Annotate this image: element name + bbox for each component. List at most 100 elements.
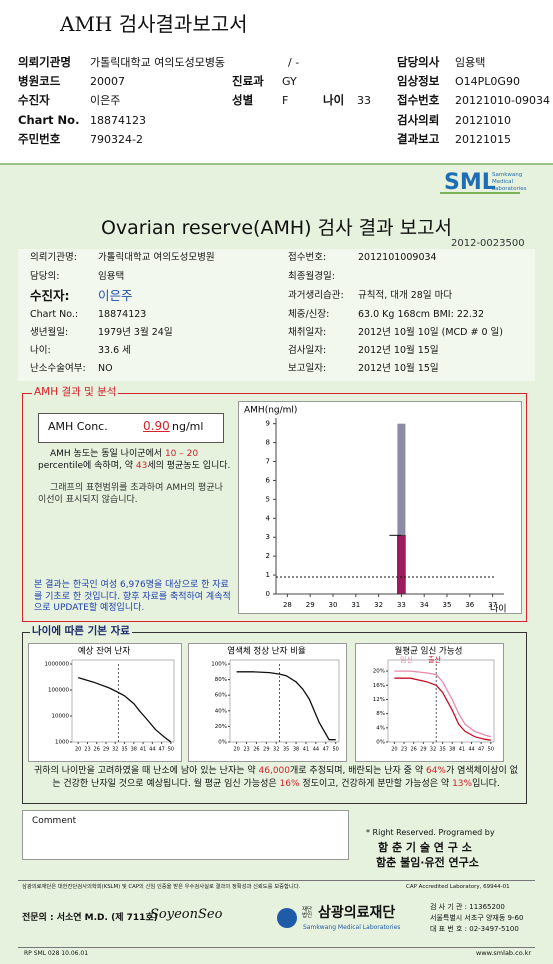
info-value: 63.0 Kg 168cm BMI: 22.32: [358, 309, 485, 320]
text-segment: 46,000: [258, 766, 291, 776]
comment-label: Comment: [32, 816, 77, 826]
logo-sub: Laboratories: [492, 186, 527, 192]
x-tick-label: 32: [430, 747, 436, 753]
header-value: 임용택: [455, 56, 486, 69]
x-tick-label: 35: [443, 601, 452, 609]
text-segment: 입니다.: [472, 778, 500, 789]
certification: 삼광의료재단은 대한진단검사의학회(KSLM) 및 CAP의 신임 인증을 받은…: [22, 884, 301, 890]
y-tick-label: 80%: [215, 677, 227, 683]
info-value: 2012년 10월 15일: [358, 345, 439, 356]
x-tick-label: 26: [253, 747, 259, 753]
header-value: F: [282, 94, 289, 107]
info-value: 33.6 세: [98, 345, 131, 356]
bottom-rule: [18, 947, 535, 948]
header-value: 33: [357, 94, 371, 107]
y-tick-label: 8: [266, 439, 270, 447]
x-tick-label: 35: [121, 747, 127, 753]
text-segment: 43: [135, 461, 148, 472]
text-segment: 세의 평균농도 입니다.: [147, 461, 231, 472]
y-tick-label: 0%: [376, 740, 385, 746]
info-label: 접수번호:: [288, 252, 327, 263]
x-tick-label: 23: [401, 747, 407, 753]
x-tick-label: 41: [140, 747, 146, 753]
x-tick-label: 47: [478, 747, 484, 753]
info-label: 나이:: [30, 345, 51, 356]
form-title: Ovarian reserve(AMH) 검사 결과 보고서: [100, 217, 453, 239]
header-value: 이은주: [90, 94, 121, 107]
amh-section-box: [22, 393, 527, 622]
y-tick-label: 100%: [211, 662, 227, 668]
header-label: Chart No.: [18, 113, 80, 127]
report-no: 2012-0023500: [451, 238, 525, 249]
header-value: 20121015: [455, 133, 511, 146]
y-tick-label: 20%: [215, 724, 227, 730]
y-tick-label: 1000: [55, 740, 69, 746]
y-tick-label: 8%: [376, 711, 385, 717]
x-tick-label: 50: [333, 747, 339, 753]
org-prefix: 재단법인: [302, 907, 313, 919]
header-label: 진료과: [232, 74, 264, 88]
conc-value: 0.90: [143, 419, 170, 433]
org-name: 삼광의료재단: [318, 905, 396, 921]
x-tick-label: 38: [449, 747, 455, 753]
info-value: NO: [98, 363, 113, 374]
credit-line: 함 춘 기 술 연 구 소: [378, 841, 472, 854]
y-tick-label: 2: [266, 552, 270, 560]
contact-line: 서울특별시 서초구 양재동 9-60: [430, 914, 524, 922]
info-value: 2012101009034: [358, 252, 437, 263]
info-value: 이은주: [98, 288, 133, 303]
credit-line: 함춘 불임·유전 연구소: [376, 856, 479, 869]
x-tick-label: 28: [283, 601, 292, 609]
y-tick-label: 5: [266, 495, 270, 503]
x-tick-label: 30: [329, 601, 338, 609]
conc-unit: ng/ml: [172, 420, 204, 433]
url: www.smlab.co.kr: [476, 949, 532, 957]
y-tick-label: 20%: [373, 669, 385, 675]
logo-rule: [440, 192, 520, 194]
info-label: 생년월일:: [30, 327, 69, 338]
plot-frame: [229, 659, 340, 743]
x-tick-label: 23: [84, 747, 90, 753]
x-tick-label: 44: [468, 747, 474, 753]
y-tick-label: 3: [266, 533, 270, 541]
basic-section-box: [22, 632, 527, 804]
form-top-rule: [0, 163, 553, 165]
header-value: 790324-2: [90, 133, 143, 146]
info-value: 2012년 10월 15일: [358, 363, 439, 374]
x-tick-label: 41: [459, 747, 465, 753]
info-value: 임용택: [98, 271, 125, 282]
specialist: 전문의 : 서소연 M.D. (제 711호): [22, 913, 158, 923]
mini-chart-title: 염색체 정상 난자 비율: [227, 646, 306, 657]
y-tick-label: 0: [266, 590, 270, 598]
info-value: 가톨릭대학교 여의도성모병원: [98, 252, 215, 263]
header-value: O14PL0G90: [455, 75, 520, 88]
text-segment: 귀하의 나이만을 고려하였을 때 난소에 남아 있는 난자는 약: [34, 766, 259, 776]
cap-text: CAP Accredited Laboratory, 69944-01: [406, 884, 510, 890]
x-tick-label: 47: [323, 747, 329, 753]
logo-text: SML: [444, 170, 496, 195]
header-value: 18874123: [90, 114, 146, 127]
text-segment: 가 염색체이상이 없는 건강한 난자일 것으로 예상됩니다. 월 평균 임신 가…: [52, 766, 518, 789]
header-value: GY: [282, 75, 297, 88]
analysis-notice: 본 결과는 한국인 여성 6,976명을 대상으로 한 자료를 기초로 한 것입…: [34, 580, 231, 614]
header-value: 20121010-09034: [455, 94, 550, 107]
x-tick-label: 23: [243, 747, 249, 753]
y-tick-label: 40%: [215, 708, 227, 714]
org-en: Samkwang Medical Laboratories: [303, 924, 401, 931]
plot-frame: [71, 659, 175, 743]
info-label: 검사일자:: [288, 345, 327, 356]
text-segment: 개로 추정되며, 배란되는 난자 중 약: [290, 766, 426, 776]
x-tick-label: 35: [439, 747, 445, 753]
header-value: 20121010: [455, 114, 511, 127]
y-tick-label: 60%: [215, 693, 227, 699]
x-tick-label: 50: [168, 747, 174, 753]
x-tick-label: 47: [158, 747, 164, 753]
summary-text: 귀하의 나이만을 고려하였을 때 난소에 남아 있는 난자는 약 46,000개…: [30, 765, 522, 790]
info-label: 담당의:: [30, 271, 60, 282]
legend-entry: 출산: [428, 655, 441, 664]
header-label: 병원코드: [18, 74, 61, 88]
x-tick-label: 32: [273, 747, 279, 753]
header-label: 임상정보: [397, 74, 440, 88]
header-value: / -: [288, 56, 300, 69]
